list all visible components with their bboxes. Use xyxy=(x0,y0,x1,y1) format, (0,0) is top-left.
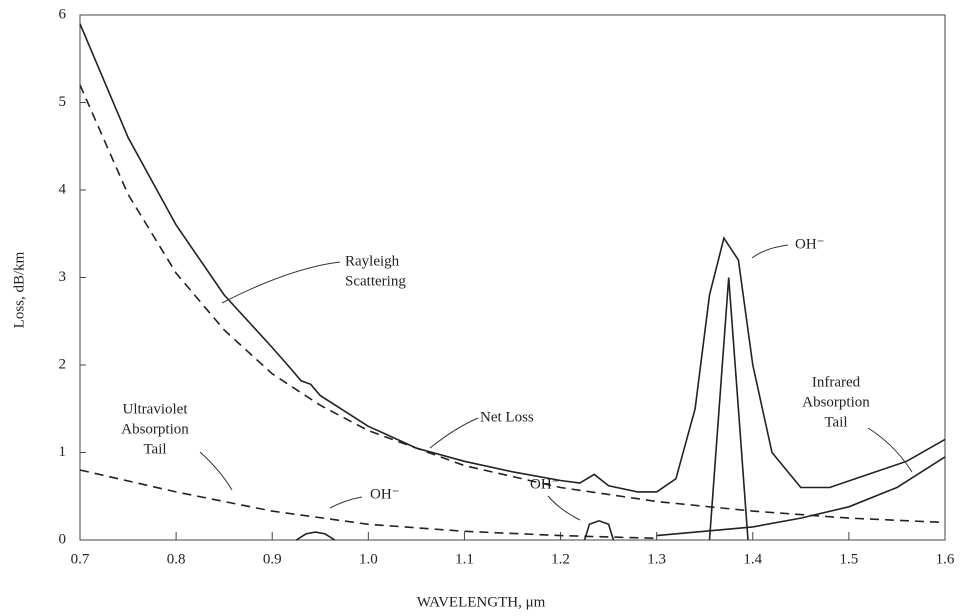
y-tick-label: 3 xyxy=(59,269,67,285)
annotation: OH⁻ xyxy=(530,476,560,492)
annotation: OH⁻ xyxy=(795,236,825,252)
loss-curve xyxy=(80,470,657,538)
x-axis-label: WAVELENGTH, μm xyxy=(417,594,546,610)
leader-line xyxy=(330,497,362,508)
annotation: Scattering xyxy=(345,273,406,289)
x-tick-label: 1.5 xyxy=(840,551,859,567)
y-tick-label: 1 xyxy=(59,444,67,460)
leader-line xyxy=(222,262,340,303)
x-tick-label: 0.9 xyxy=(263,551,282,567)
leader-line xyxy=(430,418,478,448)
y-tick-label: 0 xyxy=(59,531,67,547)
loss-curve xyxy=(80,85,945,523)
annotation: Ultraviolet xyxy=(123,401,189,417)
annotation: Net Loss xyxy=(480,409,534,425)
y-tick-label: 6 xyxy=(59,6,67,22)
annotation: Tail xyxy=(143,441,166,457)
x-tick-label: 0.7 xyxy=(71,551,90,567)
x-tick-label: 1.0 xyxy=(359,551,378,567)
x-tick-label: 1.4 xyxy=(743,551,762,567)
chart: WAVELENGTH, μm Loss, dB/km 0.7 0.8 0.9 1.0 1… xyxy=(0,0,962,616)
x-tick-label: 1.3 xyxy=(647,551,666,567)
annotation: Infrared xyxy=(812,374,861,390)
annotation: Absorption xyxy=(802,394,870,410)
annotation: Rayleigh xyxy=(345,253,400,269)
x-tick-label: 0.8 xyxy=(167,551,186,567)
annotation: Absorption xyxy=(121,421,189,437)
leader-line xyxy=(752,245,788,258)
page: WAVELENGTH, μm Loss, dB/km 0.7 0.8 0.9 1.0 1… xyxy=(0,0,962,616)
y-axis-label: Loss, dB/km xyxy=(11,251,27,328)
leader-line xyxy=(200,452,232,490)
leader-line xyxy=(868,428,912,472)
y-tick-label: 4 xyxy=(59,181,67,197)
x-tick-label: 1.6 xyxy=(936,551,955,567)
leader-line xyxy=(548,496,580,520)
y-tick-label: 2 xyxy=(59,356,67,372)
annotation: Tail xyxy=(824,414,847,430)
loss-curve xyxy=(657,457,945,536)
y-tick-label: 5 xyxy=(59,94,67,110)
annotation: OH⁻ xyxy=(370,486,400,502)
x-tick-label: 1.2 xyxy=(551,551,570,567)
x-tick-label: 1.1 xyxy=(455,551,474,567)
